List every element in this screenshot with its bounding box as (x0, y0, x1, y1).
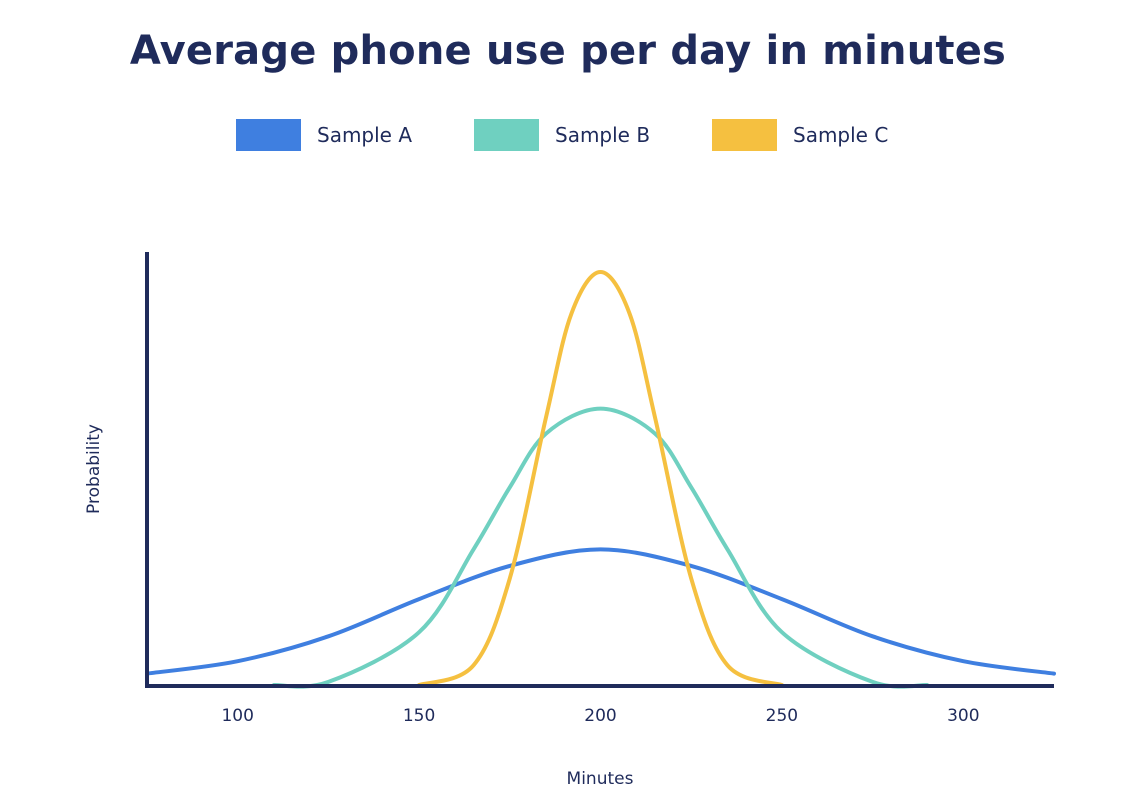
x-axis-label: Minutes (567, 769, 634, 789)
legend-item-sample-c: Sample C (712, 118, 888, 152)
series-line-sample-b (272, 406, 929, 689)
x-tick-label-150: 150 (403, 706, 435, 726)
legend-swatch-sample-a (236, 119, 301, 151)
series-line-sample-c (417, 270, 784, 687)
series-line-sample-a (145, 547, 1056, 676)
legend-label-sample-a: Sample A (317, 123, 413, 147)
x-tick-labels: 100 150 200 250 300 (221, 706, 979, 726)
legend-item-sample-a: Sample A (236, 118, 412, 152)
x-tick-label-250: 250 (766, 706, 798, 726)
legend-label-sample-c: Sample C (793, 123, 889, 147)
x-tick-label-300: 300 (947, 706, 979, 726)
y-axis-label: Probability (84, 424, 104, 514)
chart-title: Average phone use per day in minutes (129, 28, 1007, 74)
legend-swatch-sample-c (712, 119, 777, 151)
x-tick-label-100: 100 (221, 706, 253, 726)
legend-label-sample-b: Sample B (555, 123, 651, 147)
series-layer (145, 270, 1056, 689)
x-tick-label-200: 200 (584, 706, 616, 726)
legend-item-sample-b: Sample B (474, 118, 650, 152)
legend-swatch-sample-b (474, 119, 539, 151)
legend: Sample A Sample B Sample C (0, 118, 1136, 152)
